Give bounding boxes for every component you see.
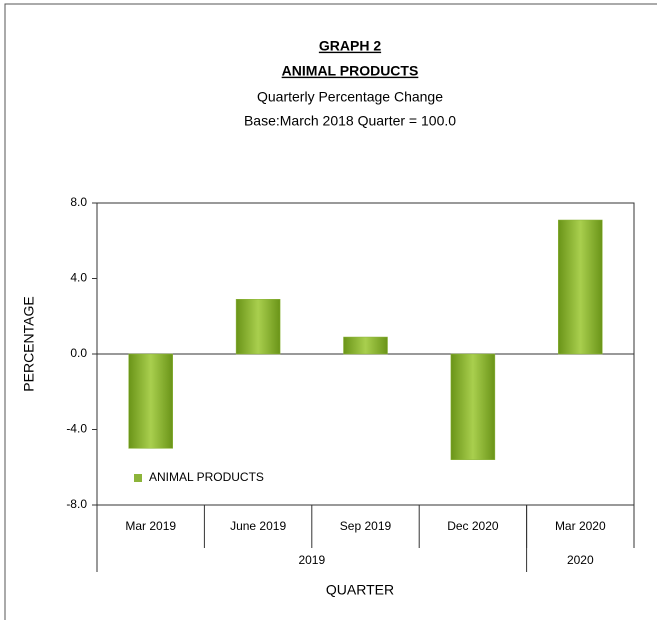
group-label: 2020 <box>567 553 594 567</box>
chart-subtitle-2: Base:March 2018 Quarter = 100.0 <box>244 113 456 129</box>
bar <box>343 336 388 355</box>
group-label: 2019 <box>298 553 325 567</box>
y-tick-label: -8.0 <box>66 497 87 511</box>
legend-label: ANIMAL PRODUCTS <box>149 470 264 484</box>
bar <box>450 353 496 460</box>
frame <box>4 3 657 620</box>
y-axis-label: PERCENTAGE <box>21 296 37 391</box>
legend-swatch <box>134 474 142 482</box>
y-tick-label: 8.0 <box>70 195 87 209</box>
chart-title-2: ANIMAL PRODUCTS <box>282 63 419 79</box>
x-tick-label: Mar 2020 <box>555 519 606 533</box>
chart-subtitle: Quarterly Percentage Change <box>257 89 443 105</box>
bar <box>235 299 281 355</box>
chart-title: GRAPH 2 <box>319 38 381 54</box>
x-tick-label: June 2019 <box>230 519 286 533</box>
y-tick-label: 0.0 <box>70 346 87 360</box>
bar <box>128 353 173 449</box>
x-tick-label: Mar 2019 <box>125 519 176 533</box>
y-tick-label: -4.0 <box>66 422 87 436</box>
x-axis-label: QUARTER <box>326 582 394 598</box>
x-tick-label: Sep 2019 <box>340 519 392 533</box>
bar <box>558 219 603 355</box>
y-tick-label: 4.0 <box>70 271 87 285</box>
x-tick-label: Dec 2020 <box>447 519 499 533</box>
